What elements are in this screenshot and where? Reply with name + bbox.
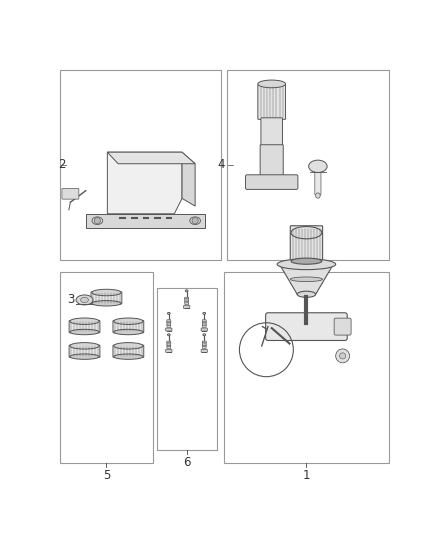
FancyBboxPatch shape: [69, 320, 100, 333]
FancyBboxPatch shape: [167, 343, 171, 344]
FancyBboxPatch shape: [91, 292, 122, 304]
FancyBboxPatch shape: [113, 345, 144, 358]
Ellipse shape: [291, 258, 322, 264]
FancyBboxPatch shape: [202, 341, 206, 343]
FancyBboxPatch shape: [167, 345, 171, 347]
Text: 1: 1: [303, 470, 310, 482]
FancyBboxPatch shape: [185, 301, 189, 303]
Circle shape: [94, 217, 100, 224]
FancyBboxPatch shape: [167, 346, 171, 349]
Ellipse shape: [70, 354, 99, 359]
FancyBboxPatch shape: [202, 324, 206, 326]
Ellipse shape: [203, 334, 205, 336]
Ellipse shape: [291, 227, 322, 239]
Text: 5: 5: [103, 470, 110, 482]
Ellipse shape: [190, 217, 201, 224]
FancyBboxPatch shape: [261, 118, 283, 146]
FancyBboxPatch shape: [167, 325, 171, 327]
Ellipse shape: [185, 290, 188, 292]
Ellipse shape: [203, 312, 205, 314]
FancyBboxPatch shape: [184, 305, 190, 309]
Ellipse shape: [114, 318, 143, 325]
FancyBboxPatch shape: [185, 297, 189, 299]
FancyBboxPatch shape: [167, 341, 171, 343]
FancyBboxPatch shape: [62, 188, 79, 199]
Bar: [224, 272, 389, 463]
Ellipse shape: [258, 80, 286, 88]
FancyBboxPatch shape: [167, 320, 171, 322]
FancyBboxPatch shape: [260, 145, 283, 177]
FancyBboxPatch shape: [246, 175, 298, 189]
FancyBboxPatch shape: [167, 324, 171, 326]
Ellipse shape: [76, 295, 93, 305]
Text: 4: 4: [218, 158, 225, 172]
Ellipse shape: [70, 318, 99, 325]
FancyBboxPatch shape: [201, 328, 207, 331]
FancyBboxPatch shape: [202, 320, 206, 322]
Ellipse shape: [277, 259, 336, 270]
Ellipse shape: [167, 334, 170, 336]
Polygon shape: [107, 152, 182, 214]
Ellipse shape: [297, 291, 316, 297]
FancyBboxPatch shape: [166, 350, 172, 352]
Ellipse shape: [70, 343, 99, 349]
Polygon shape: [86, 214, 205, 228]
FancyBboxPatch shape: [202, 344, 206, 346]
FancyBboxPatch shape: [166, 328, 172, 331]
FancyBboxPatch shape: [113, 320, 144, 333]
Text: 2: 2: [58, 158, 65, 172]
Ellipse shape: [114, 343, 143, 349]
FancyBboxPatch shape: [202, 346, 206, 349]
FancyBboxPatch shape: [202, 325, 206, 327]
FancyBboxPatch shape: [201, 350, 207, 352]
Circle shape: [192, 217, 198, 224]
Ellipse shape: [290, 277, 322, 281]
FancyBboxPatch shape: [167, 322, 171, 325]
FancyBboxPatch shape: [258, 85, 286, 119]
Text: 3: 3: [67, 294, 74, 306]
Ellipse shape: [70, 329, 99, 335]
Bar: [157, 288, 217, 450]
Text: 6: 6: [183, 456, 191, 469]
Ellipse shape: [114, 354, 143, 359]
Polygon shape: [279, 264, 333, 294]
FancyBboxPatch shape: [69, 345, 100, 358]
Polygon shape: [107, 152, 195, 164]
FancyBboxPatch shape: [167, 344, 171, 346]
FancyBboxPatch shape: [167, 321, 171, 323]
Ellipse shape: [114, 329, 143, 335]
FancyBboxPatch shape: [202, 345, 206, 347]
Ellipse shape: [92, 301, 121, 306]
Circle shape: [336, 349, 350, 363]
Ellipse shape: [92, 217, 103, 224]
FancyBboxPatch shape: [290, 226, 323, 262]
FancyBboxPatch shape: [185, 298, 189, 301]
FancyBboxPatch shape: [202, 343, 206, 344]
FancyBboxPatch shape: [315, 170, 321, 195]
Bar: [60, 272, 152, 463]
FancyBboxPatch shape: [185, 303, 188, 305]
FancyBboxPatch shape: [334, 318, 351, 335]
Circle shape: [339, 353, 346, 359]
Ellipse shape: [81, 297, 88, 303]
Ellipse shape: [92, 289, 121, 296]
Bar: [227, 70, 389, 260]
FancyBboxPatch shape: [185, 300, 189, 302]
Ellipse shape: [316, 193, 320, 198]
FancyBboxPatch shape: [202, 321, 206, 323]
FancyBboxPatch shape: [202, 322, 206, 325]
FancyBboxPatch shape: [265, 313, 347, 341]
Ellipse shape: [309, 160, 327, 173]
Bar: [60, 70, 221, 260]
Ellipse shape: [167, 312, 170, 314]
Polygon shape: [182, 152, 195, 206]
